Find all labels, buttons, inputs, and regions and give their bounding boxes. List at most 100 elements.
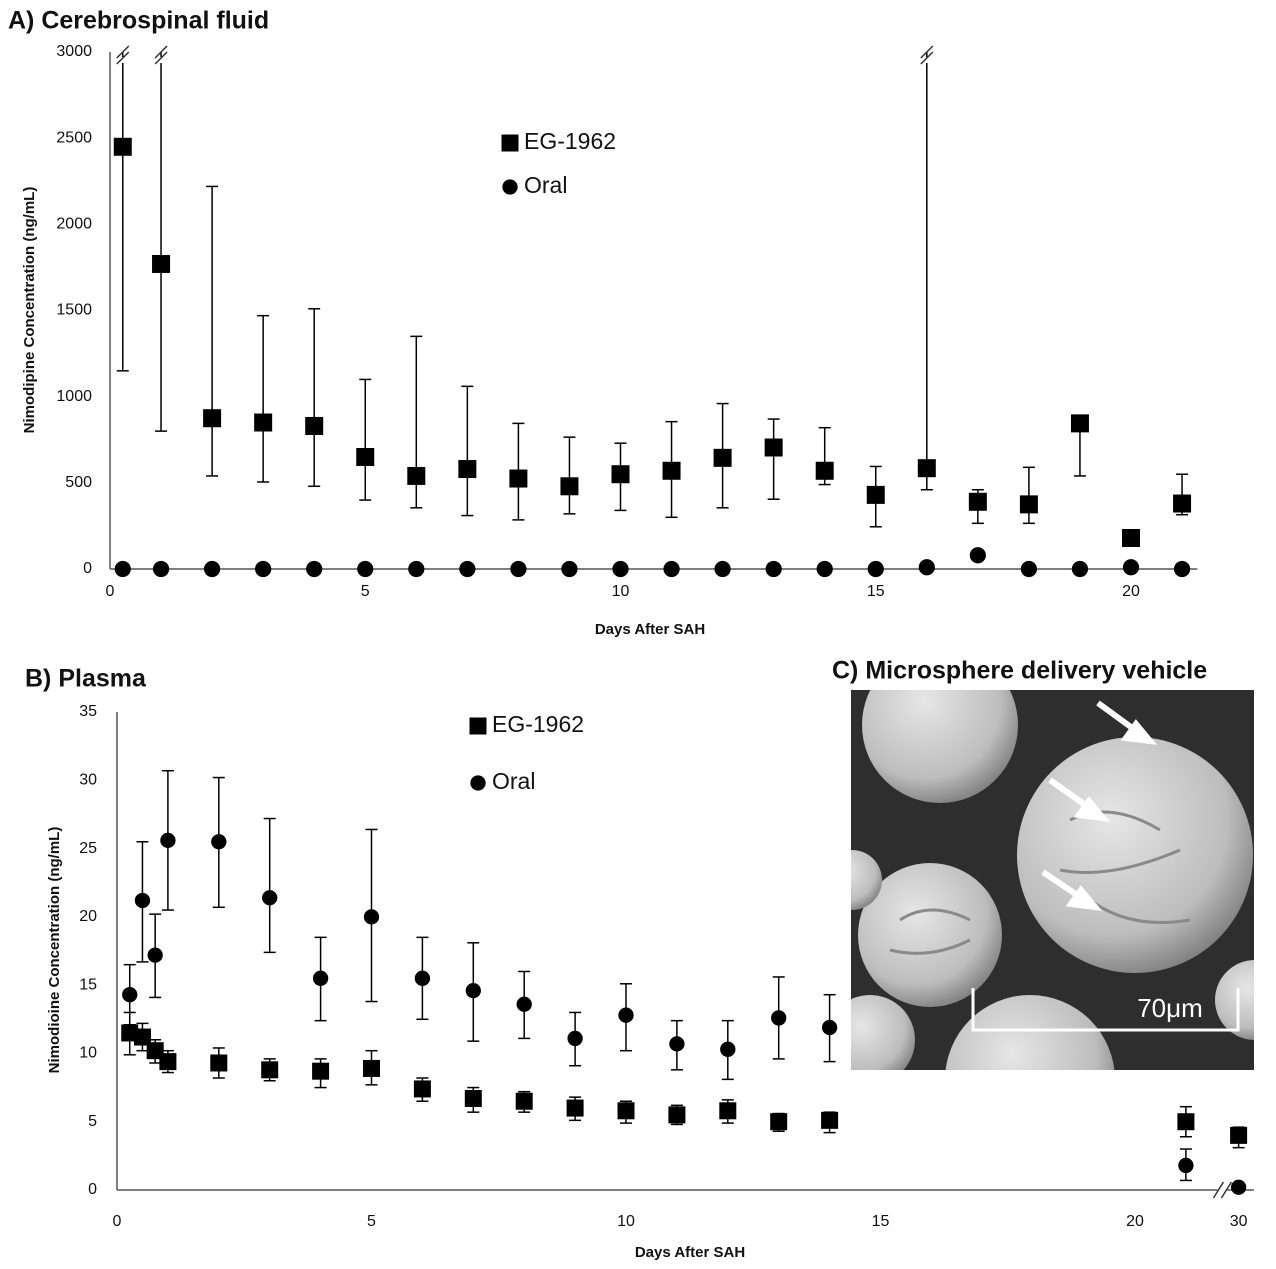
circle-point xyxy=(516,996,532,1012)
circle-point xyxy=(459,560,476,578)
square-point xyxy=(363,1059,380,1077)
circle-point xyxy=(918,559,935,576)
circle-point xyxy=(312,970,329,986)
square-point xyxy=(1177,1113,1195,1131)
axis-break xyxy=(1212,1181,1225,1199)
circle-point xyxy=(1071,560,1089,578)
square-point xyxy=(560,477,579,496)
y-tick-label: 2000 xyxy=(56,216,92,233)
circle-point xyxy=(771,1010,787,1026)
square-point xyxy=(1070,414,1089,433)
square-point xyxy=(464,1089,482,1107)
x-axis-label: Days After SAH xyxy=(635,1244,745,1261)
y-axis-label: Nimodioine Concentration (ng/mL) xyxy=(46,827,63,1074)
circle-point xyxy=(1230,1179,1247,1195)
x-tick-label: 10 xyxy=(617,1213,635,1230)
circle-point xyxy=(567,1030,583,1047)
circle-point xyxy=(1178,1157,1194,1174)
circle-point xyxy=(363,909,380,925)
x-tick-label: 15 xyxy=(867,583,885,600)
circle-point xyxy=(134,892,151,909)
error-break xyxy=(116,51,130,65)
y-tick-label: 1500 xyxy=(56,302,92,319)
y-tick-label: 10 xyxy=(79,1045,97,1062)
circle-point xyxy=(357,560,374,578)
square-point xyxy=(566,1099,584,1117)
square-point xyxy=(356,447,375,466)
square-point xyxy=(770,1113,788,1131)
chart-title: B) Plasma xyxy=(25,665,147,693)
circle-point xyxy=(211,834,227,850)
circle-point xyxy=(561,560,578,578)
circle-point xyxy=(510,560,527,578)
square-point xyxy=(152,254,171,273)
x-tick-label: 5 xyxy=(367,1213,376,1230)
circle-point xyxy=(1020,560,1037,578)
square-point xyxy=(254,413,273,432)
square-point xyxy=(866,485,885,504)
circle-point xyxy=(122,987,138,1003)
square-point xyxy=(1230,1126,1248,1144)
circle-point xyxy=(969,547,986,564)
circle-point xyxy=(867,560,884,578)
legend-label: EG-1962 xyxy=(492,711,584,737)
y-axis-label: Nimodipine Concentration (ng/mL) xyxy=(21,187,38,434)
x-axis-label: Days After SAH xyxy=(595,621,705,638)
circle-point xyxy=(1122,559,1140,576)
square-point xyxy=(203,409,222,428)
y-tick-label: 5 xyxy=(88,1113,97,1130)
axis-break-gap xyxy=(1217,1187,1228,1193)
circle-point xyxy=(262,890,278,906)
x-tick-label: 30 xyxy=(1230,1213,1248,1230)
square-point xyxy=(113,137,132,156)
error-break xyxy=(920,45,934,59)
x-tick-label: 0 xyxy=(106,583,115,600)
x-tick-label: 20 xyxy=(1122,583,1140,600)
square-point xyxy=(668,1106,686,1124)
error-break xyxy=(116,45,130,59)
error-break xyxy=(154,45,168,59)
square-point xyxy=(509,469,528,488)
y-tick-label: 20 xyxy=(79,908,97,925)
square-point xyxy=(312,1062,330,1080)
circle-point xyxy=(618,1007,634,1023)
legend-marker xyxy=(501,134,519,152)
legend-label: EG-1962 xyxy=(524,128,616,154)
chart-title: A) Cerebrospinal fluid xyxy=(8,7,269,35)
circle-point xyxy=(414,970,431,986)
panel-title: C) Microsphere delivery vehicle xyxy=(832,657,1207,685)
error-break xyxy=(154,51,168,65)
y-tick-label: 0 xyxy=(83,560,92,577)
x-tick-label: 20 xyxy=(1126,1213,1144,1230)
circle-point xyxy=(152,560,170,578)
square-point xyxy=(133,1028,151,1046)
x-tick-label: 10 xyxy=(612,583,630,600)
error-break xyxy=(920,51,934,65)
y-tick-label: 1000 xyxy=(56,388,92,405)
circle-point xyxy=(147,947,163,963)
legend-marker xyxy=(470,775,486,791)
x-tick-label: 15 xyxy=(872,1213,890,1230)
square-point xyxy=(159,1053,177,1071)
legend-marker xyxy=(469,717,487,735)
y-tick-label: 35 xyxy=(79,703,97,720)
square-point xyxy=(1173,494,1192,513)
y-tick-label: 30 xyxy=(79,772,97,789)
circle-point xyxy=(765,560,782,578)
circle-point xyxy=(714,560,731,578)
square-point xyxy=(764,438,783,457)
circle-point xyxy=(204,560,221,578)
square-point xyxy=(611,465,630,484)
square-point xyxy=(917,459,936,478)
circle-point xyxy=(465,982,481,999)
circle-point xyxy=(720,1041,736,1057)
scale-bar-label: 70μm xyxy=(1137,993,1203,1023)
error-break-gap xyxy=(119,57,126,63)
square-point xyxy=(719,1102,737,1120)
x-tick-label: 5 xyxy=(361,583,370,600)
y-tick-label: 0 xyxy=(88,1181,97,1198)
square-point xyxy=(821,1111,839,1129)
square-point xyxy=(815,461,834,480)
circle-point xyxy=(663,560,680,578)
